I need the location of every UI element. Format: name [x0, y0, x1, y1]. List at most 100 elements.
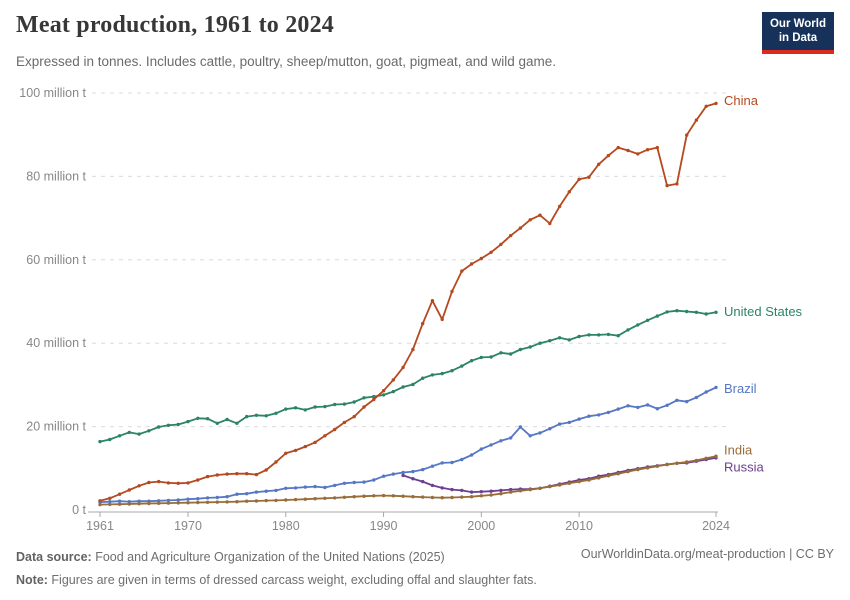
point-india[interactable]: [440, 496, 444, 500]
point-russia[interactable]: [430, 483, 435, 488]
point-united-states[interactable]: [235, 421, 239, 425]
series-label-united-states[interactable]: United States: [724, 304, 803, 319]
point-india[interactable]: [714, 454, 718, 458]
point-india[interactable]: [284, 498, 288, 502]
line-india[interactable]: [99, 455, 717, 506]
point-india[interactable]: [333, 496, 337, 500]
point-china[interactable]: [518, 226, 523, 230]
series-brazil[interactable]: Brazil: [98, 381, 757, 504]
point-brazil[interactable]: [626, 404, 630, 408]
point-china[interactable]: [117, 492, 122, 496]
point-brazil[interactable]: [597, 413, 601, 417]
point-brazil[interactable]: [225, 495, 229, 499]
point-china[interactable]: [469, 262, 474, 266]
point-brazil[interactable]: [274, 488, 278, 493]
point-brazil[interactable]: [714, 385, 718, 390]
point-china[interactable]: [489, 250, 493, 254]
point-india[interactable]: [147, 501, 151, 506]
point-india[interactable]: [176, 501, 180, 505]
point-united-states[interactable]: [274, 411, 278, 415]
point-china[interactable]: [391, 378, 395, 382]
point-india[interactable]: [391, 494, 395, 498]
point-india[interactable]: [225, 500, 229, 504]
point-brazil[interactable]: [499, 439, 503, 443]
point-united-states[interactable]: [606, 332, 611, 337]
point-china[interactable]: [665, 183, 669, 188]
point-united-states[interactable]: [254, 413, 259, 417]
point-brazil[interactable]: [372, 478, 376, 482]
point-india[interactable]: [528, 487, 532, 492]
point-china[interactable]: [352, 414, 356, 419]
point-united-states[interactable]: [352, 400, 356, 404]
point-russia[interactable]: [469, 490, 474, 494]
point-united-states[interactable]: [186, 419, 190, 424]
point-brazil[interactable]: [694, 395, 699, 400]
point-brazil[interactable]: [264, 489, 268, 493]
point-brazil[interactable]: [313, 484, 317, 489]
point-united-states[interactable]: [147, 429, 151, 433]
point-china[interactable]: [411, 347, 415, 352]
series-label-brazil[interactable]: Brazil: [724, 381, 757, 396]
point-brazil[interactable]: [469, 453, 474, 457]
point-china[interactable]: [626, 148, 630, 153]
point-india[interactable]: [411, 495, 415, 499]
point-brazil[interactable]: [401, 470, 405, 475]
point-brazil[interactable]: [440, 461, 444, 465]
point-china[interactable]: [616, 145, 620, 150]
point-united-states[interactable]: [509, 352, 513, 356]
point-russia[interactable]: [411, 477, 415, 481]
line-united-states[interactable]: [99, 309, 717, 443]
point-russia[interactable]: [450, 487, 454, 492]
point-india[interactable]: [469, 495, 474, 499]
point-india[interactable]: [460, 495, 464, 499]
point-united-states[interactable]: [626, 328, 630, 332]
point-united-states[interactable]: [372, 394, 376, 399]
point-brazil[interactable]: [675, 398, 679, 402]
point-brazil[interactable]: [362, 480, 366, 484]
point-india[interactable]: [665, 462, 669, 467]
point-brazil[interactable]: [284, 486, 288, 490]
point-china[interactable]: [597, 162, 601, 166]
point-india[interactable]: [645, 466, 650, 470]
point-brazil[interactable]: [381, 474, 386, 478]
point-russia[interactable]: [401, 473, 405, 478]
point-china[interactable]: [108, 496, 112, 500]
point-india[interactable]: [401, 494, 405, 498]
point-india[interactable]: [479, 494, 483, 498]
point-united-states[interactable]: [430, 373, 435, 377]
point-india[interactable]: [626, 469, 630, 474]
point-united-states[interactable]: [518, 347, 523, 352]
point-united-states[interactable]: [381, 393, 386, 397]
point-china[interactable]: [645, 148, 650, 152]
line-china[interactable]: [99, 102, 717, 502]
point-brazil[interactable]: [176, 498, 180, 502]
point-india[interactable]: [450, 495, 454, 500]
point-united-states[interactable]: [450, 369, 454, 373]
point-russia[interactable]: [460, 488, 464, 493]
point-united-states[interactable]: [421, 376, 425, 380]
point-china[interactable]: [587, 175, 591, 179]
point-united-states[interactable]: [440, 371, 444, 376]
point-united-states[interactable]: [117, 434, 122, 438]
point-brazil[interactable]: [577, 417, 581, 421]
point-brazil[interactable]: [587, 414, 591, 418]
point-brazil[interactable]: [489, 443, 493, 447]
point-brazil[interactable]: [323, 485, 327, 490]
point-china[interactable]: [235, 472, 239, 476]
point-brazil[interactable]: [655, 407, 659, 411]
point-india[interactable]: [98, 502, 102, 507]
point-united-states[interactable]: [166, 423, 171, 427]
point-united-states[interactable]: [479, 355, 483, 360]
point-united-states[interactable]: [528, 345, 532, 349]
series-label-india[interactable]: India: [724, 443, 753, 458]
point-russia[interactable]: [421, 479, 425, 484]
point-india[interactable]: [548, 484, 552, 489]
point-brazil[interactable]: [108, 500, 112, 504]
point-india[interactable]: [293, 497, 298, 502]
point-india[interactable]: [342, 495, 347, 499]
point-india[interactable]: [636, 467, 640, 472]
point-china[interactable]: [293, 448, 298, 453]
point-united-states[interactable]: [645, 318, 650, 322]
point-united-states[interactable]: [313, 405, 317, 409]
point-china[interactable]: [323, 434, 327, 438]
